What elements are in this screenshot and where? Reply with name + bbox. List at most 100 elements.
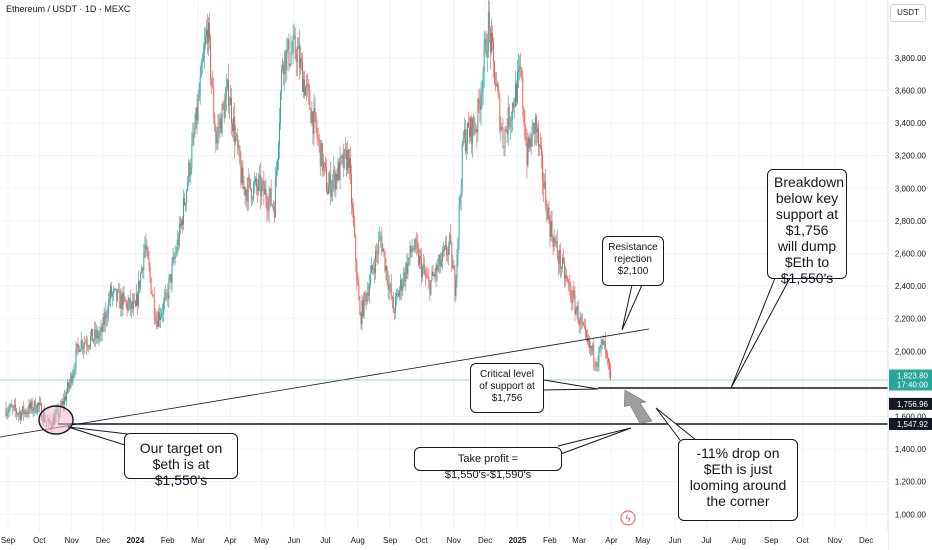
- candle: [518, 53, 520, 89]
- candle: [170, 273, 172, 290]
- candle: [500, 116, 502, 142]
- candle: [314, 96, 316, 122]
- candle: [555, 233, 557, 249]
- candle: [471, 114, 473, 154]
- candle: [357, 272, 359, 286]
- candle: [211, 77, 213, 95]
- candle: [246, 177, 248, 212]
- candle: [252, 180, 254, 203]
- candle: [74, 361, 76, 378]
- candle: [115, 288, 117, 291]
- candle: [448, 241, 450, 266]
- candle: [464, 120, 466, 155]
- time-tick-label: Sep: [764, 536, 779, 545]
- candle: [563, 248, 564, 265]
- candle: [549, 215, 551, 248]
- candle: [489, 25, 491, 70]
- candle: [176, 230, 178, 257]
- candle: [529, 131, 531, 152]
- candle: [279, 107, 280, 160]
- candle: [388, 274, 390, 301]
- time-tick-label: Jul: [701, 536, 711, 545]
- candle: [178, 216, 180, 250]
- candle: [506, 118, 508, 143]
- candle: [173, 251, 175, 264]
- candle: [373, 260, 374, 275]
- candle: [291, 40, 293, 55]
- candle: [266, 193, 268, 222]
- candle: [141, 264, 143, 274]
- candle: [208, 17, 209, 57]
- candle: [304, 71, 306, 99]
- price-axis[interactable]: 3,800.00 3,600.00 3,400.00 3,200.00 3,000.00…: [887, 0, 932, 550]
- candle: [605, 348, 607, 360]
- candle: [216, 126, 218, 150]
- candle: [68, 381, 70, 394]
- candle: [224, 86, 226, 119]
- candle: [532, 121, 534, 136]
- candle: [543, 172, 545, 202]
- candle: [29, 399, 31, 414]
- candle: [156, 310, 158, 329]
- candle: [397, 288, 398, 300]
- candle: [469, 116, 470, 145]
- candle: [487, 0, 489, 58]
- candle: [604, 332, 606, 359]
- candle: [587, 329, 588, 345]
- candle: [169, 273, 171, 283]
- candle: [527, 132, 529, 168]
- candle: [530, 133, 532, 155]
- resistance-pointer: [621, 284, 643, 331]
- candle: [340, 155, 342, 167]
- target-price-label: 1,547.92: [889, 417, 932, 430]
- target-circle-marker[interactable]: [38, 405, 74, 435]
- candle: [93, 338, 95, 344]
- time-tick-label: Sep: [1, 536, 16, 545]
- candle: [180, 218, 182, 230]
- candle: [92, 329, 94, 342]
- candle: [547, 204, 549, 220]
- candle: [488, 1, 490, 43]
- candle: [333, 156, 335, 192]
- time-tick-label: Sep: [383, 536, 398, 545]
- candle: [416, 234, 418, 254]
- candle: [391, 295, 393, 309]
- candle: [486, 34, 488, 72]
- candle: [187, 175, 189, 192]
- candle: [575, 306, 577, 316]
- candle: [326, 158, 327, 193]
- candle: [504, 126, 506, 157]
- candle: [399, 286, 401, 301]
- candle: [27, 405, 29, 418]
- candle: [572, 285, 574, 310]
- candle: [61, 397, 63, 408]
- candle: [553, 228, 555, 252]
- currency-selector[interactable]: USDT: [890, 4, 926, 22]
- candle: [153, 287, 155, 325]
- candle: [202, 42, 204, 63]
- price-tick-label: 2,800.00: [895, 217, 927, 226]
- candle: [142, 266, 144, 278]
- candle: [140, 271, 142, 292]
- time-tick-label: Oct: [33, 536, 46, 545]
- candle: [374, 257, 375, 284]
- candle: [393, 307, 395, 321]
- candle: [135, 299, 136, 308]
- candle: [405, 262, 407, 291]
- rising-trendline[interactable]: [0, 328, 650, 438]
- candle: [190, 158, 192, 185]
- time-axis[interactable]: Sep Oct Nov Dec 2024 Feb Mar Apr May Jun Jul Aug Sep…: [0, 532, 888, 550]
- candle: [567, 275, 569, 284]
- time-tick-label: Oct: [796, 536, 809, 545]
- symbol-title[interactable]: Ethereum / USDT · 1D · MEXC: [6, 4, 131, 14]
- candle: [327, 182, 329, 196]
- candle: [245, 188, 247, 208]
- candle: [72, 369, 74, 386]
- event-marker[interactable]: [620, 510, 636, 526]
- candle: [438, 253, 440, 274]
- candle: [119, 283, 121, 309]
- candle: [284, 50, 286, 91]
- candle: [34, 397, 36, 414]
- candle: [359, 296, 361, 316]
- price-tick-label: 1,400.00: [895, 445, 927, 454]
